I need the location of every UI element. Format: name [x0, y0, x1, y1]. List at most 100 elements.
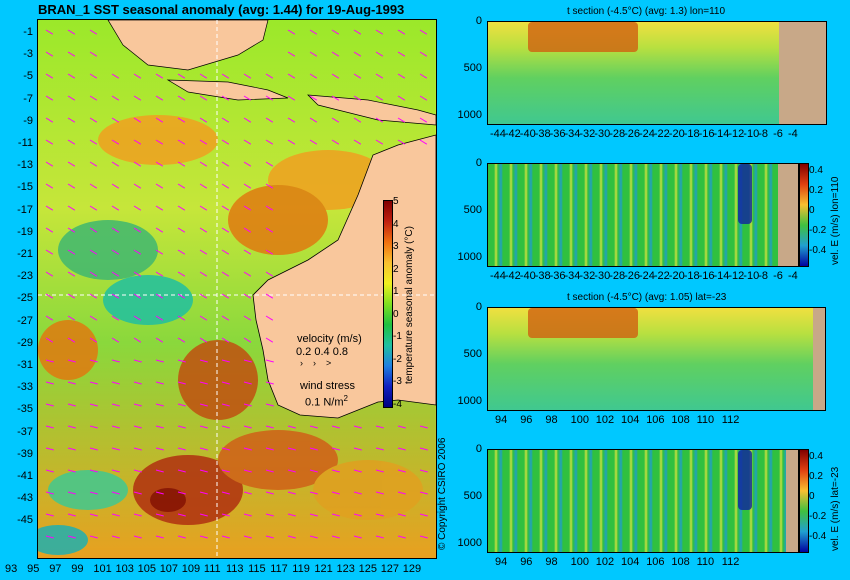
velocity-legend-arrows: › › >: [300, 358, 332, 368]
wind-arrow: [309, 469, 318, 473]
section-x-tick: -40: [519, 128, 536, 140]
wind-arrow: [397, 73, 406, 79]
wind-arrow: [309, 73, 318, 79]
latitude-tick-label: -7: [23, 92, 33, 105]
wind-arrow: [419, 469, 428, 473]
sst-map[interactable]: [37, 19, 437, 559]
wind-arrow: [67, 73, 76, 79]
longitude-tick-label: 113: [226, 563, 244, 575]
wind-arrow: [353, 139, 362, 145]
wind-arrow: [243, 447, 252, 451]
wind-arrow: [221, 403, 230, 407]
wind-arrow: [111, 403, 120, 407]
longitude-tick-label: 117: [270, 563, 288, 575]
wind-arrow: [353, 447, 362, 451]
map-colorbar-tick: -3: [393, 376, 402, 387]
wind-arrow: [331, 95, 340, 101]
longitude-tick-label: 93: [5, 563, 18, 575]
latitude-tick-label: -25: [17, 292, 33, 305]
wind-arrow: [199, 535, 208, 539]
wind-arrow: [243, 425, 252, 429]
wind-arrow: [265, 227, 274, 233]
wind-arrow: [133, 161, 142, 167]
wind-arrow: [155, 469, 164, 473]
longitude-tick-label: 107: [159, 563, 179, 575]
wind-arrow: [265, 249, 274, 255]
wind-arrow: [199, 403, 208, 407]
section-x-tick: -28: [609, 128, 626, 140]
section-y-tick: 500: [463, 490, 482, 502]
wind-arrow: [419, 29, 428, 35]
wind-arrow: [67, 315, 76, 321]
longitude-tick-label: 103: [115, 563, 134, 575]
section-plot[interactable]: [487, 21, 827, 125]
wind-arrow: [155, 117, 164, 123]
section-x-tick: 96: [520, 414, 533, 426]
wind-arrow: [265, 205, 274, 211]
wind-arrow: [45, 315, 54, 321]
section-y-tick: 0: [475, 157, 482, 169]
wind-arrow: [177, 491, 186, 495]
section-colorbar-tick: -0.2: [809, 511, 827, 522]
section-x-tick: 112: [721, 556, 740, 568]
wind-arrow: [243, 359, 252, 363]
map-title: BRAN_1 SST seasonal anomaly (avg: 1.44) …: [38, 2, 405, 17]
section-x-tick: -20: [668, 270, 685, 282]
wind-arrow: [353, 535, 362, 539]
wind-arrow: [45, 469, 54, 473]
wind-arrow: [265, 381, 274, 385]
wind-arrow: [265, 491, 274, 495]
wind-arrow: [155, 381, 164, 385]
section-title: t section (-4.5°C) (avg: 1.3) lon=110: [567, 6, 726, 17]
wind-arrow: [177, 73, 186, 79]
wind-arrow: [155, 403, 164, 407]
section-x-tick: -34: [564, 270, 581, 282]
wind-arrow: [45, 337, 54, 343]
islands-east: [307, 94, 436, 126]
wind-arrow: [111, 513, 120, 517]
section-anomaly: [738, 164, 752, 224]
wind-arrow: [221, 535, 230, 539]
wind-arrow: [375, 95, 384, 101]
wind-arrow: [89, 491, 98, 495]
wind-arrow: [177, 535, 186, 539]
wind-arrow: [331, 425, 340, 429]
wind-arrow: [111, 447, 120, 451]
wind-arrow: [221, 161, 230, 167]
wind-arrow: [67, 535, 76, 539]
wind-arrow: [45, 491, 54, 495]
wind-arrow: [45, 95, 54, 101]
wind-arrow: [67, 337, 76, 343]
wind-arrow: [111, 315, 120, 321]
section-colorbar-tick: -0.4: [809, 245, 827, 256]
wind-arrow: [221, 139, 230, 145]
section-x-tick: -36: [549, 270, 566, 282]
wind-arrow: [111, 381, 120, 385]
section-x-tick: -34: [564, 128, 581, 140]
section-x-tick: -38: [534, 128, 551, 140]
wind-arrow: [199, 381, 208, 385]
wind-arrow: [375, 447, 384, 451]
wind-arrow: [133, 425, 142, 429]
wind-arrow: [89, 95, 98, 101]
section-x-tick: 106: [646, 556, 665, 568]
wind-arrow: [243, 403, 252, 407]
wind-arrow: [199, 95, 208, 101]
wind-arrow: [243, 139, 252, 145]
wind-arrow: [155, 337, 164, 343]
section-plot[interactable]: [487, 163, 799, 267]
wind-arrow: [221, 73, 230, 79]
section-x-tick: -22: [653, 270, 670, 282]
wind-arrow: [419, 425, 428, 429]
section-plot[interactable]: [487, 307, 826, 411]
wind-arrow: [155, 139, 164, 145]
section-land: [813, 308, 825, 410]
section-land: [778, 164, 798, 266]
latitude-tick-label: -15: [17, 181, 33, 194]
section-plot[interactable]: [487, 449, 799, 553]
wind-arrow: [111, 425, 120, 429]
section-colorbar: [799, 163, 809, 267]
wind-arrow: [265, 403, 274, 407]
wind-arrow: [243, 249, 252, 255]
section-x-tick: 98: [545, 414, 558, 426]
